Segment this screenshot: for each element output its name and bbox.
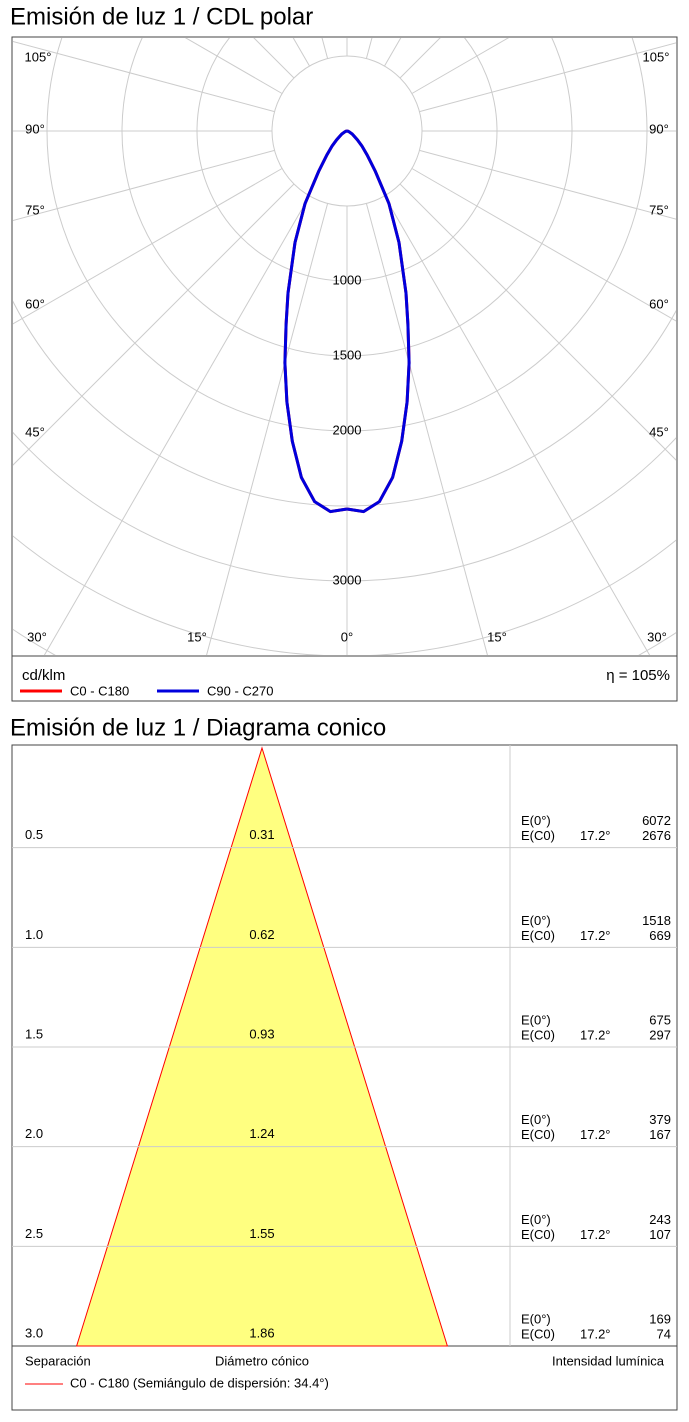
diameter-value: 1.24 [249, 1126, 274, 1141]
angle-tick-label: 60° [649, 296, 669, 311]
grid-spoke [384, 195, 651, 655]
ec0-value: 2676 [642, 828, 671, 843]
grid-spoke [411, 168, 676, 322]
ec0-value: 74 [657, 1326, 671, 1341]
angle-tick-label: 75° [649, 202, 669, 217]
e0-value: 243 [649, 1212, 671, 1227]
x-label: Separación [25, 1353, 91, 1368]
grid-spoke [399, 38, 441, 79]
height-label: 1.0 [25, 927, 43, 942]
polar-frame [11, 36, 678, 702]
c0-angle: 17.2° [580, 828, 611, 843]
angle-tick-label: 30° [27, 629, 47, 644]
ec0-label: E(C0) [521, 1027, 555, 1042]
angle-tick-label: 90° [25, 121, 45, 136]
ec0-value: 107 [649, 1227, 671, 1242]
unit-label: cd/klm [22, 667, 65, 684]
diameter-value: 1.86 [249, 1325, 274, 1340]
r-tick-label: 1000 [333, 272, 362, 287]
c0-angle: 17.2° [580, 928, 611, 943]
grid-circle [13, 535, 676, 655]
c0-angle: 17.2° [580, 1227, 611, 1242]
grid-spoke [419, 149, 676, 220]
chart-title: Emisión de luz 1 / Diagrama conico [10, 714, 386, 741]
cone-frame [11, 744, 678, 1411]
diameter-value: 1.55 [249, 1226, 274, 1241]
c0-angle: 17.2° [580, 1326, 611, 1341]
height-label: 2.0 [25, 1126, 43, 1141]
angle-tick-label: 45° [649, 424, 669, 439]
ec0-label: E(C0) [521, 928, 555, 943]
grid-spoke [13, 168, 283, 325]
grid-circle [13, 431, 676, 582]
ec0-label: E(C0) [521, 828, 555, 843]
height-label: 0.5 [25, 827, 43, 842]
grid-spoke [399, 183, 676, 461]
r-tick-label: 3000 [333, 572, 362, 587]
ec0-label: E(C0) [521, 1326, 555, 1341]
ec0-value: 297 [649, 1027, 671, 1042]
r-tick-label: 2000 [333, 422, 362, 437]
angle-tick-label: 0° [341, 629, 353, 644]
height-label: 2.5 [25, 1226, 43, 1241]
efficiency: η = 105% [606, 667, 670, 684]
angle-tick-label: 60° [25, 296, 45, 311]
diameter-value: 0.93 [249, 1026, 274, 1041]
legend-label: C0 - C180 (Semiángulo de dispersión: 34.… [70, 1375, 329, 1390]
grid-spoke [13, 40, 275, 113]
angle-tick-label: 15° [487, 629, 507, 644]
e0-value: 6072 [642, 813, 671, 828]
grid-circle [13, 628, 676, 655]
grid-spoke [13, 183, 295, 466]
diameter-label: Diámetro cónico [215, 1353, 309, 1368]
angle-tick-label: 90° [649, 121, 669, 136]
grid-spoke [43, 195, 310, 655]
e0-label: E(0°) [521, 1012, 551, 1027]
series-line [283, 129, 348, 514]
ec0-label: E(C0) [521, 1127, 555, 1142]
angle-tick-label: 45° [25, 424, 45, 439]
e0-value: 1518 [642, 913, 671, 928]
e0-label: E(0°) [521, 1112, 551, 1127]
ec0-value: 167 [649, 1127, 671, 1142]
grid-spoke [365, 203, 488, 655]
diameter-value: 0.31 [249, 827, 274, 842]
e0-value: 169 [649, 1311, 671, 1326]
e0-label: E(0°) [521, 813, 551, 828]
grid-spoke [411, 38, 510, 94]
grid-spoke [419, 42, 676, 113]
ec0-value: 669 [649, 928, 671, 943]
e0-value: 379 [649, 1112, 671, 1127]
r-tick-label: 1500 [333, 347, 362, 362]
angle-tick-label: 30° [647, 629, 667, 644]
legend-label: C0 - C180 [70, 683, 129, 698]
e0-value: 675 [649, 1012, 671, 1027]
diameter-value: 0.62 [249, 927, 274, 942]
angle-tick-label: 105° [643, 49, 670, 64]
angle-tick-label: 15° [187, 629, 207, 644]
series-line [346, 129, 411, 514]
legend-label: C90 - C270 [207, 683, 273, 698]
ec0-label: E(C0) [521, 1227, 555, 1242]
e0-label: E(0°) [521, 1311, 551, 1326]
height-label: 1.5 [25, 1026, 43, 1041]
grid-spoke [206, 203, 329, 655]
angle-tick-label: 75° [25, 202, 45, 217]
angle-tick-label: 105° [25, 49, 52, 64]
e0-label: E(0°) [521, 1212, 551, 1227]
e0-label: E(0°) [521, 913, 551, 928]
grid-spoke [13, 149, 275, 222]
c0-angle: 17.2° [580, 1127, 611, 1142]
height-label: 3.0 [25, 1325, 43, 1340]
chart-title: Emisión de luz 1 / CDL polar [10, 3, 313, 30]
c0-angle: 17.2° [580, 1027, 611, 1042]
polar-grid [13, 38, 676, 655]
intensity-label: Intensidad lumínica [552, 1353, 665, 1368]
